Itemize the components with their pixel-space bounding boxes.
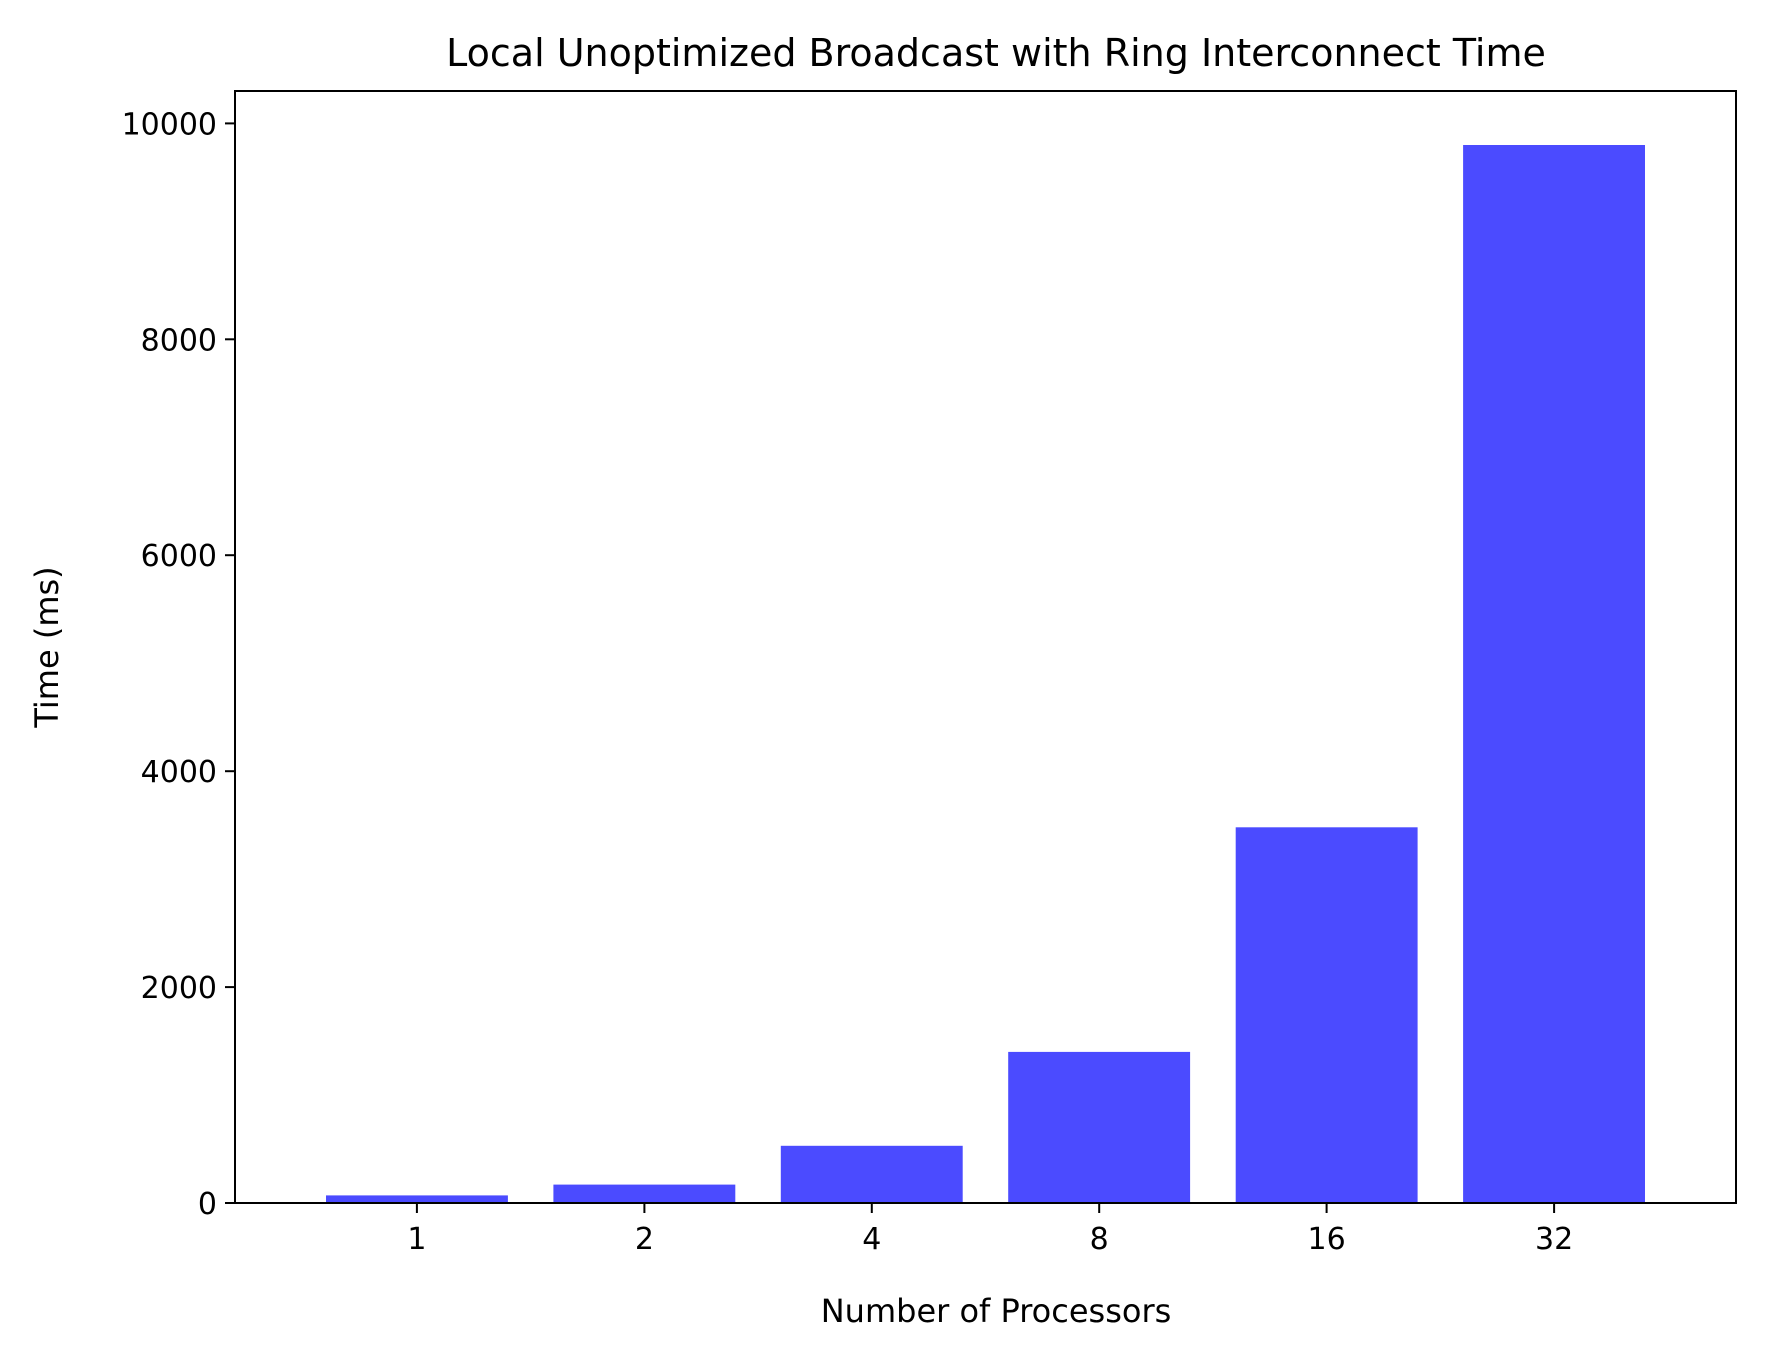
bar-16 [1235, 827, 1418, 1203]
x-tick-label: 16 [1308, 1222, 1346, 1257]
x-tick-label: 4 [862, 1222, 881, 1257]
y-axis-label: Time (ms) [28, 566, 66, 728]
y-tick-label: 8000 [141, 323, 217, 358]
y-tick-label: 4000 [141, 755, 217, 790]
bar-32 [1463, 145, 1645, 1203]
x-tick-label: 1 [407, 1222, 426, 1257]
y-axis-ticks: 0 2000 4000 6000 8000 10000 [122, 107, 235, 1222]
x-tick-label: 2 [635, 1222, 654, 1257]
bar-8 [1008, 1051, 1191, 1203]
plot-frame [234, 90, 1737, 1204]
x-axis-label: Number of Processors [821, 1292, 1172, 1330]
x-tick-label: 32 [1535, 1222, 1573, 1257]
x-tick-label: 8 [1090, 1222, 1109, 1257]
y-tick-label: 0 [198, 1187, 217, 1222]
y-tick-label: 6000 [141, 539, 217, 574]
bar-2 [553, 1184, 736, 1203]
y-tick-label: 2000 [141, 971, 217, 1006]
y-tick-label: 10000 [122, 107, 217, 142]
bar-4 [780, 1145, 963, 1203]
bar-1 [326, 1195, 508, 1203]
chart-title: Local Unoptimized Broadcast with Ring In… [446, 31, 1546, 75]
bars-group [326, 145, 1645, 1203]
x-axis-ticks: 1 2 4 8 16 32 [407, 1203, 1573, 1257]
